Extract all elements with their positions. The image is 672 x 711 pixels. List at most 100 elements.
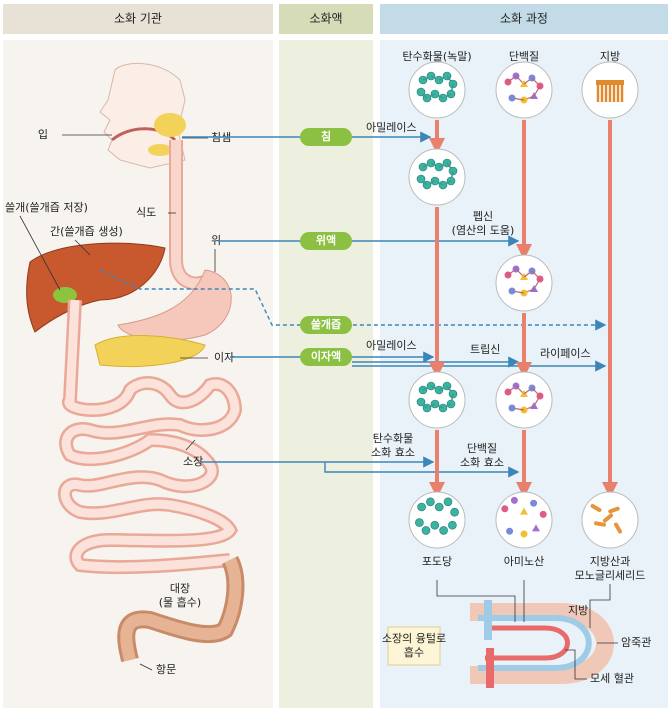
- nutrient: 탄수화물(녹말): [402, 50, 471, 63]
- product: 모노글리세리드: [575, 569, 646, 582]
- juice-label: 쓸개즙: [311, 317, 341, 331]
- organ-label: 항문: [156, 663, 176, 676]
- organ-label: 쓸개(쓸개즙 저장): [5, 201, 88, 214]
- organs: [53, 287, 77, 303]
- molecule-circles: [448, 520, 457, 530]
- molecule-circles: [439, 526, 448, 535]
- header: 소화 기관: [114, 12, 162, 26]
- villus-diagram: [565, 649, 587, 680]
- molecule-circles: [426, 497, 435, 507]
- molecule-circles: [590, 504, 602, 512]
- molecule-circles: [614, 522, 622, 534]
- leader-lines: [139, 663, 153, 671]
- flow-arrows: [99, 269, 607, 331]
- molecule-circles: [495, 254, 553, 312]
- juices: [300, 316, 352, 334]
- organ-label: 입: [38, 128, 48, 141]
- molecule-circles: [501, 505, 509, 513]
- absorption-label: 암죽관: [621, 636, 651, 649]
- nutrient: 단백질: [509, 50, 539, 63]
- molecule-circles: [415, 518, 424, 527]
- organ-label: 소장: [183, 455, 203, 468]
- molecule-circles: [608, 506, 620, 514]
- absorption-label: 흡수: [404, 645, 424, 659]
- organ-label: 식도: [136, 206, 156, 219]
- columns: [279, 40, 373, 708]
- columns: [3, 4, 273, 34]
- absorption-label: 모세 혈관: [590, 671, 634, 685]
- enzyme: (염산의 도움): [452, 224, 515, 237]
- molecule-circles: [495, 491, 553, 549]
- molecule-circles: [508, 404, 516, 412]
- enzyme: 소화 효소: [371, 446, 415, 459]
- molecule-circles: [430, 520, 440, 530]
- juice-label: 위액: [316, 234, 336, 247]
- columns: [279, 4, 373, 34]
- juice-label: 이자액: [311, 349, 341, 363]
- enzyme: 소화 효소: [460, 456, 504, 469]
- villus-diagram: [485, 625, 570, 661]
- villus-diagram: [484, 600, 492, 640]
- organ-label: 이자: [214, 351, 234, 364]
- organs: [26, 62, 245, 663]
- molecule-circles: [596, 80, 624, 85]
- product: 지방산과: [590, 555, 630, 568]
- organs: [148, 144, 172, 156]
- molecule-circles: [508, 287, 516, 295]
- molecule-circles: [539, 510, 547, 518]
- nutrient: 지방: [600, 50, 620, 63]
- villus-diagram: [478, 615, 592, 671]
- villus-diagram: [486, 648, 494, 688]
- organs: [94, 335, 206, 367]
- molecule-circles: [506, 527, 514, 535]
- juices: [300, 232, 352, 250]
- molecule-circles: [530, 499, 538, 507]
- molecule-circles: [416, 397, 426, 407]
- flow-arrows: [99, 120, 618, 498]
- villus-diagram: [387, 626, 441, 666]
- molecule-circles: [495, 371, 553, 429]
- juices: [300, 128, 352, 146]
- juices: [300, 128, 352, 366]
- organs: [154, 113, 186, 137]
- leader-lines: [185, 439, 196, 451]
- molecule-circles: [594, 521, 606, 527]
- molecule-circles: [520, 530, 528, 538]
- product: 포도당: [422, 555, 452, 568]
- molecule-circles: [602, 513, 614, 523]
- enzyme: 아밀레이스: [366, 121, 417, 134]
- villus-diagram: [470, 603, 614, 684]
- header: 소화 과정: [500, 12, 548, 26]
- molecule-circles: [581, 491, 639, 549]
- molecule-circles: [510, 496, 518, 504]
- enzyme: 펩신: [473, 210, 493, 223]
- molecule-circles: [532, 524, 540, 532]
- juices: [300, 348, 352, 366]
- molecule-circles: [443, 497, 453, 507]
- enzyme: 단백질: [467, 442, 497, 455]
- molecule-circles: [434, 502, 444, 512]
- product: 아미노산: [504, 555, 544, 568]
- header: 소화액: [309, 12, 342, 26]
- leader-lines: [19, 134, 216, 671]
- enzyme: 탄수화물: [373, 432, 413, 445]
- organ-label: 대장: [170, 582, 190, 595]
- juice-label: 침: [321, 129, 331, 143]
- molecule-circles: [421, 526, 431, 535]
- organs: [120, 557, 242, 662]
- organs: [26, 242, 166, 333]
- molecule-circles: [416, 87, 426, 97]
- enzyme: 라이페이스: [540, 347, 591, 360]
- leader-lines: [19, 215, 61, 291]
- absorption-label: 지방: [568, 604, 588, 617]
- molecule-circles: [450, 507, 459, 517]
- molecule-circles: [416, 174, 426, 184]
- columns: [380, 4, 668, 34]
- organ-label: 간(쓸개즙 생성): [50, 225, 123, 238]
- molecule-circles: [508, 94, 516, 102]
- enzyme: 아밀레이스: [366, 339, 417, 352]
- enzyme: 트립신: [470, 343, 500, 356]
- absorption-label: 소장의 융털로: [382, 632, 446, 645]
